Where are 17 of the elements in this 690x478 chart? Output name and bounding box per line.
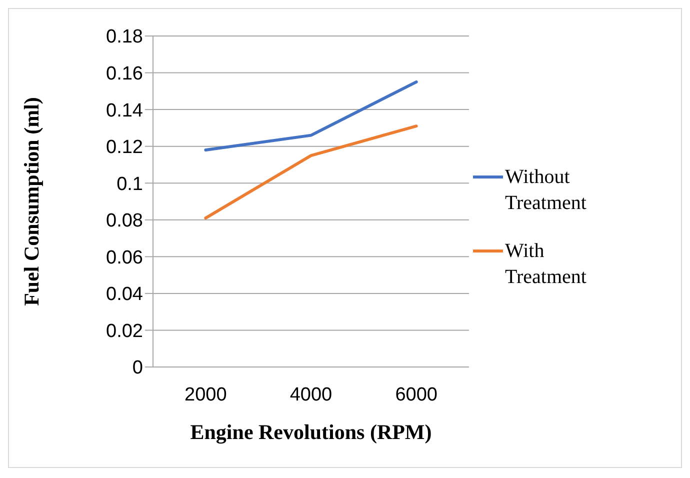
x-tick-label: 6000 bbox=[395, 384, 438, 406]
y-axis-title: Fuel Consumption (ml) bbox=[19, 97, 44, 306]
y-tick-label: 0.04 bbox=[106, 284, 144, 306]
y-tick-label: 0.14 bbox=[106, 100, 144, 122]
y-tick-label: 0.06 bbox=[106, 247, 143, 268]
y-tick-label: 0 bbox=[132, 358, 143, 379]
x-tick-label: 2000 bbox=[184, 384, 227, 406]
y-tick-label: 0.1 bbox=[116, 174, 143, 195]
y-tick-label: 0.02 bbox=[106, 320, 143, 342]
y-tick-label: 0.18 bbox=[106, 26, 143, 48]
y-tick-label: 0.08 bbox=[106, 210, 143, 232]
legend-label: Without Treatment bbox=[505, 165, 588, 216]
x-tick-label: 4000 bbox=[290, 384, 332, 406]
legend-label: With Treatment bbox=[505, 239, 588, 290]
y-tick-label: 0.16 bbox=[106, 64, 143, 85]
x-axis-title: Engine Revolutions (RPM) bbox=[190, 420, 432, 444]
y-tick-label: 0.12 bbox=[106, 137, 143, 158]
